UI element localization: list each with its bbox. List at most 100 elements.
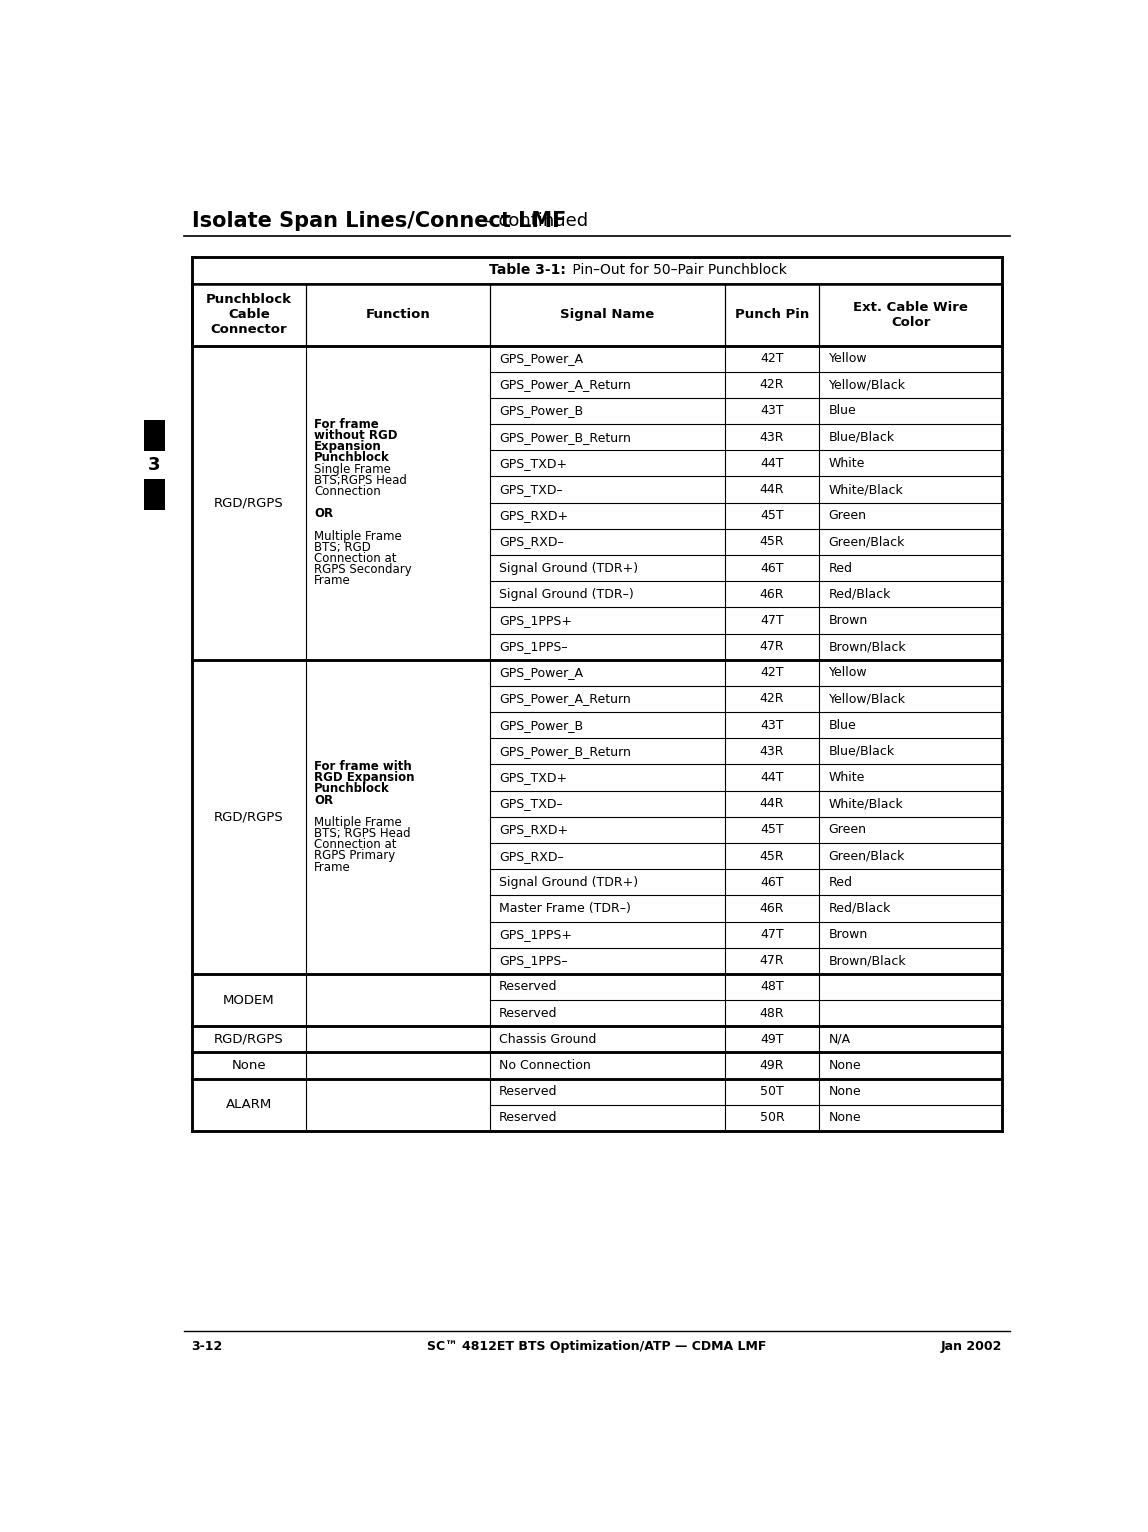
Text: 42R: 42R xyxy=(760,692,784,705)
Text: 43R: 43R xyxy=(760,745,784,758)
Text: Single Frame: Single Frame xyxy=(315,463,390,475)
Text: White/Black: White/Black xyxy=(829,483,903,496)
Text: Expansion: Expansion xyxy=(315,440,382,453)
Text: None: None xyxy=(829,1111,861,1124)
Text: For frame: For frame xyxy=(315,418,379,430)
Text: GPS_Power_A_Return: GPS_Power_A_Return xyxy=(499,378,631,391)
Text: ALARM: ALARM xyxy=(226,1098,272,1111)
Text: 48T: 48T xyxy=(760,980,784,993)
Text: 45T: 45T xyxy=(760,823,784,836)
Text: RGD Expansion: RGD Expansion xyxy=(315,771,414,784)
Text: Connection at: Connection at xyxy=(315,838,396,852)
Text: Blue/Black: Blue/Black xyxy=(829,430,894,444)
Text: 49R: 49R xyxy=(760,1059,784,1072)
Text: 47R: 47R xyxy=(760,640,784,653)
Text: Chassis Ground: Chassis Ground xyxy=(499,1033,597,1046)
Text: 50R: 50R xyxy=(760,1111,784,1124)
Text: Pin–Out for 50–Pair Punchblock: Pin–Out for 50–Pair Punchblock xyxy=(568,264,788,277)
Text: Reserved: Reserved xyxy=(499,1085,558,1098)
Text: Jan 2002: Jan 2002 xyxy=(941,1340,1002,1353)
Text: Yellow: Yellow xyxy=(829,352,867,365)
Text: No Connection: No Connection xyxy=(499,1059,591,1072)
Text: Blue/Black: Blue/Black xyxy=(829,745,894,758)
Text: 45R: 45R xyxy=(760,850,784,863)
Text: – continued: – continued xyxy=(479,211,589,230)
Text: Green/Black: Green/Black xyxy=(829,850,905,863)
Text: Red/Black: Red/Black xyxy=(829,588,891,601)
Text: 42T: 42T xyxy=(760,352,784,365)
Text: 47R: 47R xyxy=(760,954,784,967)
Text: 46R: 46R xyxy=(760,588,784,601)
Text: Table 3-1:: Table 3-1: xyxy=(489,264,566,277)
Text: Signal Ground (TDR+): Signal Ground (TDR+) xyxy=(499,562,638,574)
Text: None: None xyxy=(829,1059,861,1072)
Text: GPS_1PPS+: GPS_1PPS+ xyxy=(499,614,572,627)
Text: Frame: Frame xyxy=(315,861,351,873)
Text: 43T: 43T xyxy=(760,404,784,418)
Text: Brown/Black: Brown/Black xyxy=(829,640,906,653)
Text: GPS_RXD–: GPS_RXD– xyxy=(499,850,564,863)
Text: None: None xyxy=(829,1085,861,1098)
Text: GPS_RXD–: GPS_RXD– xyxy=(499,535,564,548)
Text: Yellow/Black: Yellow/Black xyxy=(829,692,906,705)
Text: Connection: Connection xyxy=(315,486,381,498)
Text: Function: Function xyxy=(366,308,430,322)
Text: GPS_TXD+: GPS_TXD+ xyxy=(499,457,567,470)
Text: Punchblock: Punchblock xyxy=(315,783,390,795)
Text: Reserved: Reserved xyxy=(499,1111,558,1124)
Text: BTS; RGPS Head: BTS; RGPS Head xyxy=(315,827,411,840)
Text: RGD/RGPS: RGD/RGPS xyxy=(214,1033,284,1046)
Text: GPS_Power_B: GPS_Power_B xyxy=(499,719,583,732)
Text: White: White xyxy=(829,771,864,784)
Text: BTS;RGPS Head: BTS;RGPS Head xyxy=(315,473,406,487)
Text: Punch Pin: Punch Pin xyxy=(735,308,809,322)
Text: 43T: 43T xyxy=(760,719,784,732)
Text: Isolate Span Lines/Connect LMF: Isolate Span Lines/Connect LMF xyxy=(192,211,566,231)
Text: RGD/RGPS: RGD/RGPS xyxy=(214,810,284,823)
Text: 50T: 50T xyxy=(760,1085,784,1098)
Text: Green/Black: Green/Black xyxy=(829,535,905,548)
Text: Punchblock: Punchblock xyxy=(315,452,390,464)
Bar xyxy=(144,420,165,450)
Text: 48R: 48R xyxy=(760,1007,784,1020)
Text: Brown/Black: Brown/Black xyxy=(829,954,906,967)
Text: 42T: 42T xyxy=(760,666,784,679)
Text: GPS_Power_A: GPS_Power_A xyxy=(499,352,583,365)
Bar xyxy=(192,257,1002,283)
Text: GPS_Power_B_Return: GPS_Power_B_Return xyxy=(499,745,631,758)
Text: GPS_RXD+: GPS_RXD+ xyxy=(499,509,568,522)
Text: GPS_1PPS–: GPS_1PPS– xyxy=(499,640,568,653)
Text: SC™ 4812ET BTS Optimization/ATP — CDMA LMF: SC™ 4812ET BTS Optimization/ATP — CDMA L… xyxy=(427,1340,767,1353)
Text: GPS_1PPS–: GPS_1PPS– xyxy=(499,954,568,967)
Text: Green: Green xyxy=(829,509,867,522)
Text: Ext. Cable Wire
Color: Ext. Cable Wire Color xyxy=(853,300,968,329)
Text: 44R: 44R xyxy=(760,797,784,810)
Text: 44T: 44T xyxy=(760,771,784,784)
Text: RGPS Primary: RGPS Primary xyxy=(315,849,395,863)
Text: Reserved: Reserved xyxy=(499,1007,558,1020)
Text: N/A: N/A xyxy=(829,1033,851,1046)
Text: GPS_Power_A: GPS_Power_A xyxy=(499,666,583,679)
Text: White/Black: White/Black xyxy=(829,797,903,810)
Bar xyxy=(144,478,165,510)
Text: 42R: 42R xyxy=(760,378,784,391)
Text: GPS_TXD–: GPS_TXD– xyxy=(499,797,563,810)
Text: None: None xyxy=(232,1059,266,1072)
Text: Yellow: Yellow xyxy=(829,666,867,679)
Text: GPS_RXD+: GPS_RXD+ xyxy=(499,823,568,836)
Text: OR: OR xyxy=(315,794,333,806)
Text: 47T: 47T xyxy=(760,614,784,627)
Text: RGPS Secondary: RGPS Secondary xyxy=(315,564,412,576)
Text: OR: OR xyxy=(315,507,333,521)
Text: For frame with: For frame with xyxy=(315,760,412,774)
Text: 43R: 43R xyxy=(760,430,784,444)
Text: BTS; RGD: BTS; RGD xyxy=(315,541,371,553)
Text: White: White xyxy=(829,457,864,470)
Text: 3: 3 xyxy=(148,457,161,473)
Text: 45R: 45R xyxy=(760,535,784,548)
Text: Green: Green xyxy=(829,823,867,836)
Text: Frame: Frame xyxy=(315,574,351,587)
Text: GPS_1PPS+: GPS_1PPS+ xyxy=(499,928,572,941)
Text: Punchblock
Cable
Connector: Punchblock Cable Connector xyxy=(205,293,292,336)
Text: without RGD: without RGD xyxy=(315,429,397,443)
